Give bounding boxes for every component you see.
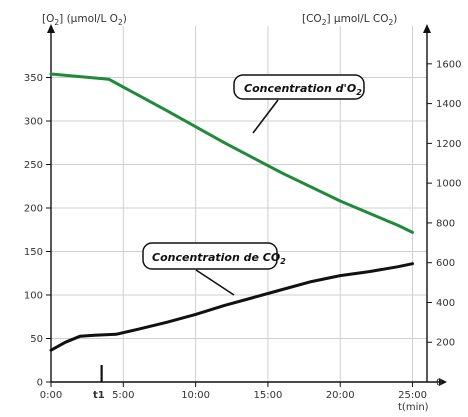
y-left-tick-label-6: 300 (24, 117, 43, 128)
y-right-tick-label-3: 600 (436, 258, 455, 269)
co2-series-callout: Concentration de CO2 (142, 242, 286, 296)
co2-callout-pointer (195, 269, 235, 296)
y-right-tick-label-6: 1200 (436, 139, 461, 150)
y-left-axis-arrow (47, 24, 55, 33)
y-left-tick-label-3: 150 (24, 247, 43, 258)
o2-series-callout: Concentration d'O2 (233, 74, 365, 134)
y-left-tick-label-7: 350 (24, 73, 43, 84)
x-axis-arrow (439, 378, 447, 386)
y-left-tick-label-2: 100 (24, 291, 43, 302)
series (49, 72, 414, 352)
o2-callout-box (233, 74, 365, 100)
y-left-tick-label-4: 200 (24, 204, 43, 215)
co2-concentration-line (49, 262, 414, 352)
y-left-axis-title: [O2] (µmol/L O2) (42, 13, 127, 27)
axes: 0:00 5:00 10:00 15:00 20:00 25:00 0 50 100 150 200… (24, 24, 461, 401)
y-right-tick-label-1: 200 (436, 338, 455, 349)
o2-series-name: Concentration d'O2 (244, 82, 362, 97)
y-right-tick-label-4: 800 (436, 218, 455, 229)
y-right-tick-label-0: 0 (436, 378, 442, 389)
co2-callout-box (142, 242, 278, 270)
y-left-tick-label-5: 250 (24, 160, 43, 171)
y-right-tick-label-5: 1000 (436, 179, 461, 190)
y-right-tick-label-7: 1400 (436, 99, 461, 110)
t1-marker-label: t1 (93, 390, 105, 401)
x-axis-unit-label: t(min) (398, 402, 429, 413)
x-tick-label-0: 0:00 (40, 390, 62, 401)
x-tick-label-3: 15:00 (254, 390, 283, 401)
y-left-tick-label-0: 0 (37, 378, 43, 389)
x-tick-label-4: 20:00 (326, 390, 355, 401)
co2-series-name: Concentration de CO2 (152, 251, 286, 266)
x-tick-label-1: 5:00 (112, 390, 134, 401)
y-right-tick-label-2: 400 (436, 298, 455, 309)
y-right-axis-title: [CO2] µmol/L CO2) (302, 13, 397, 27)
x-tick-label-2: 10:00 (181, 390, 210, 401)
o2-concentration-line (49, 72, 414, 234)
y-right-axis-arrow (423, 24, 431, 33)
y-right-tick-label-8: 1600 (436, 59, 461, 70)
x-tick-label-5: 25:00 (398, 390, 427, 401)
y-left-tick-label-1: 50 (30, 334, 43, 345)
o2-callout-pointer (252, 99, 279, 134)
